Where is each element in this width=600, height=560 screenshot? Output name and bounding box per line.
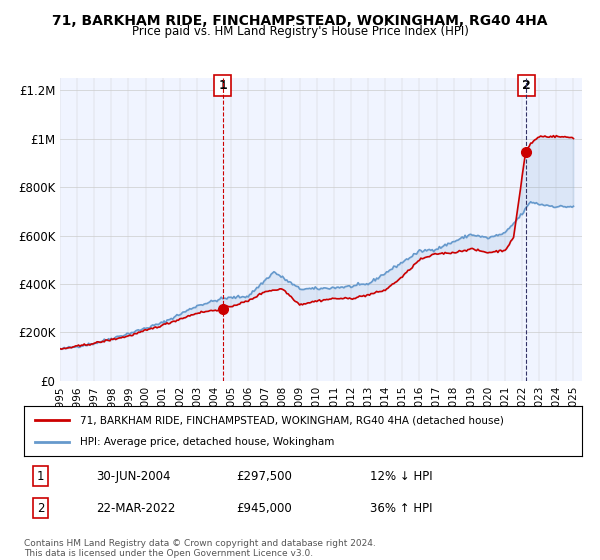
- Text: 71, BARKHAM RIDE, FINCHAMPSTEAD, WOKINGHAM, RG40 4HA (detached house): 71, BARKHAM RIDE, FINCHAMPSTEAD, WOKINGH…: [80, 415, 503, 425]
- Text: 36% ↑ HPI: 36% ↑ HPI: [370, 502, 433, 515]
- Text: 22-MAR-2022: 22-MAR-2022: [97, 502, 176, 515]
- Text: This data is licensed under the Open Government Licence v3.0.: This data is licensed under the Open Gov…: [24, 549, 313, 558]
- Text: Price paid vs. HM Land Registry's House Price Index (HPI): Price paid vs. HM Land Registry's House …: [131, 25, 469, 38]
- Text: Contains HM Land Registry data © Crown copyright and database right 2024.: Contains HM Land Registry data © Crown c…: [24, 539, 376, 548]
- Text: £945,000: £945,000: [236, 502, 292, 515]
- Text: 71, BARKHAM RIDE, FINCHAMPSTEAD, WOKINGHAM, RG40 4HA: 71, BARKHAM RIDE, FINCHAMPSTEAD, WOKINGH…: [52, 14, 548, 28]
- Text: 30-JUN-2004: 30-JUN-2004: [97, 470, 171, 483]
- Text: 12% ↓ HPI: 12% ↓ HPI: [370, 470, 433, 483]
- Text: 1: 1: [37, 470, 44, 483]
- Text: 2: 2: [522, 79, 531, 92]
- Text: HPI: Average price, detached house, Wokingham: HPI: Average price, detached house, Woki…: [80, 437, 334, 447]
- Text: 2: 2: [37, 502, 44, 515]
- Text: 1: 1: [218, 79, 227, 92]
- Text: £297,500: £297,500: [236, 470, 292, 483]
